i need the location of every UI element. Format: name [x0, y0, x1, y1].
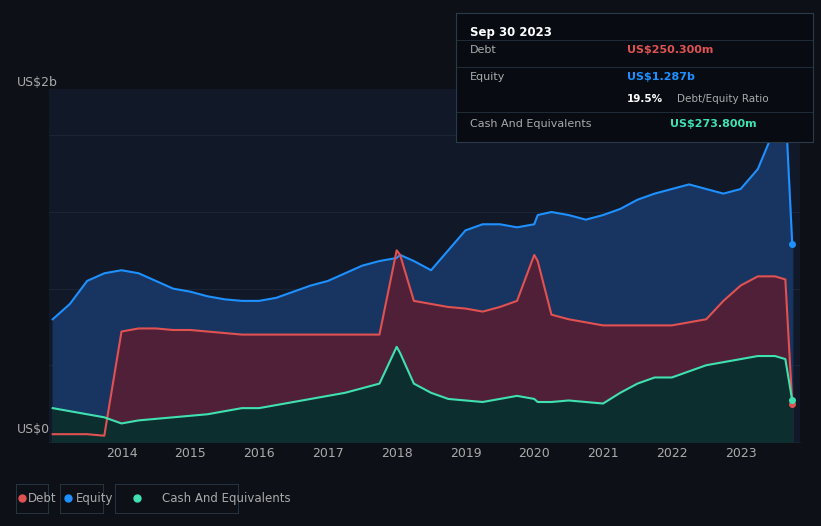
Text: US$250.300m: US$250.300m [627, 45, 713, 55]
Text: Sep 30 2023: Sep 30 2023 [470, 26, 552, 39]
Text: US$2b: US$2b [16, 76, 57, 89]
Text: Equity: Equity [76, 492, 113, 505]
Text: US$0: US$0 [16, 423, 49, 437]
Text: Cash And Equivalents: Cash And Equivalents [162, 492, 291, 505]
Text: US$273.800m: US$273.800m [670, 119, 757, 129]
Text: Debt: Debt [28, 492, 57, 505]
Text: Cash And Equivalents: Cash And Equivalents [470, 119, 591, 129]
Text: 19.5%: 19.5% [627, 94, 663, 104]
Text: US$1.287b: US$1.287b [627, 73, 695, 83]
Text: Debt: Debt [470, 45, 497, 55]
Text: Equity: Equity [470, 73, 505, 83]
Text: Debt/Equity Ratio: Debt/Equity Ratio [677, 94, 768, 104]
